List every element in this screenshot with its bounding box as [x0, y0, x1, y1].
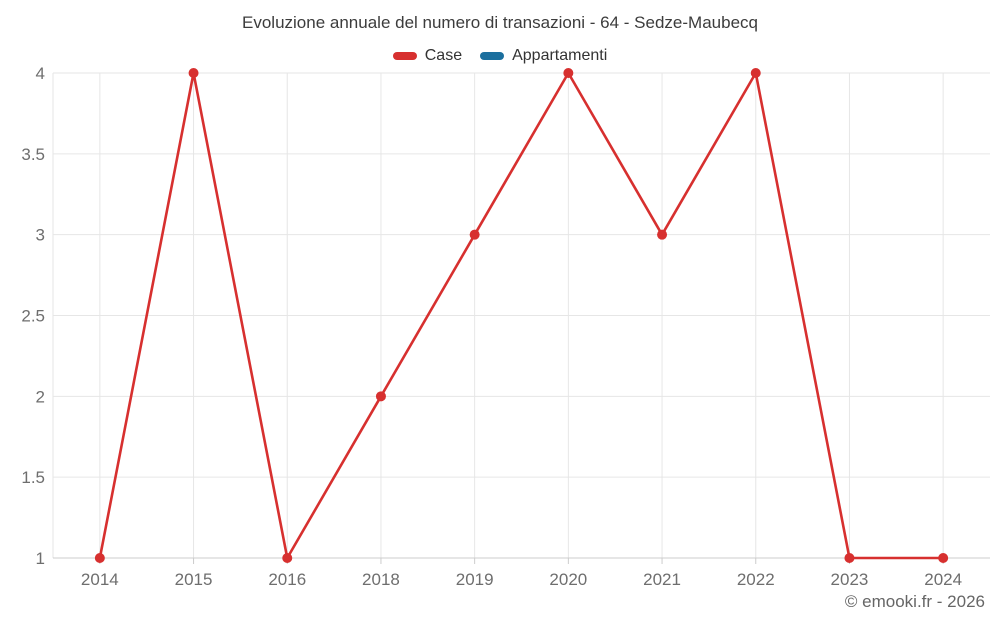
- series-point-case[interactable]: [94, 553, 105, 563]
- x-axis-label: 2018: [362, 570, 400, 589]
- legend-item-case[interactable]: Case: [392, 47, 463, 65]
- y-axis-label: 1.5: [21, 468, 45, 487]
- y-axis-label: 2: [36, 387, 45, 406]
- x-axis-label: 2023: [831, 570, 869, 589]
- x-axis-label: 2015: [175, 570, 213, 589]
- series-point-case[interactable]: [188, 68, 199, 78]
- series-point-case[interactable]: [282, 553, 293, 563]
- legend-item-appartamenti[interactable]: Appartamenti: [480, 47, 607, 65]
- series-point-case[interactable]: [750, 68, 761, 78]
- copyright-credit: © emooki.fr - 2026: [844, 592, 985, 611]
- legend-label: Appartamenti: [512, 47, 608, 64]
- series-point-case[interactable]: [938, 553, 949, 563]
- y-axis-label: 2.5: [21, 307, 45, 326]
- series-point-case[interactable]: [375, 391, 386, 402]
- legend: Case Appartamenti: [0, 47, 1000, 65]
- x-axis-label: 2019: [456, 570, 494, 589]
- series-point-case[interactable]: [563, 68, 574, 78]
- legend-swatch-appartamenti: [480, 52, 505, 60]
- y-axis-label: 1: [36, 549, 45, 568]
- y-axis-label: 3.5: [21, 145, 45, 164]
- y-axis-label: 3: [36, 226, 45, 245]
- legend-label: Case: [424, 47, 463, 64]
- x-axis-label: 2024: [924, 570, 962, 589]
- chart-title: Evoluzione annuale del numero di transaz…: [242, 13, 758, 32]
- x-axis-label: 2016: [268, 570, 306, 589]
- x-axis-label: 2021: [643, 570, 681, 589]
- series-point-case[interactable]: [844, 553, 855, 563]
- series-point-case[interactable]: [469, 229, 480, 240]
- legend-swatch-case: [392, 52, 417, 60]
- x-axis-label: 2022: [737, 570, 775, 589]
- series-point-case[interactable]: [657, 229, 668, 240]
- x-axis-label: 2014: [81, 570, 119, 589]
- series-line-case[interactable]: [98, 71, 945, 560]
- x-axis-label: 2020: [549, 570, 587, 589]
- y-axis-label: 4: [36, 64, 45, 83]
